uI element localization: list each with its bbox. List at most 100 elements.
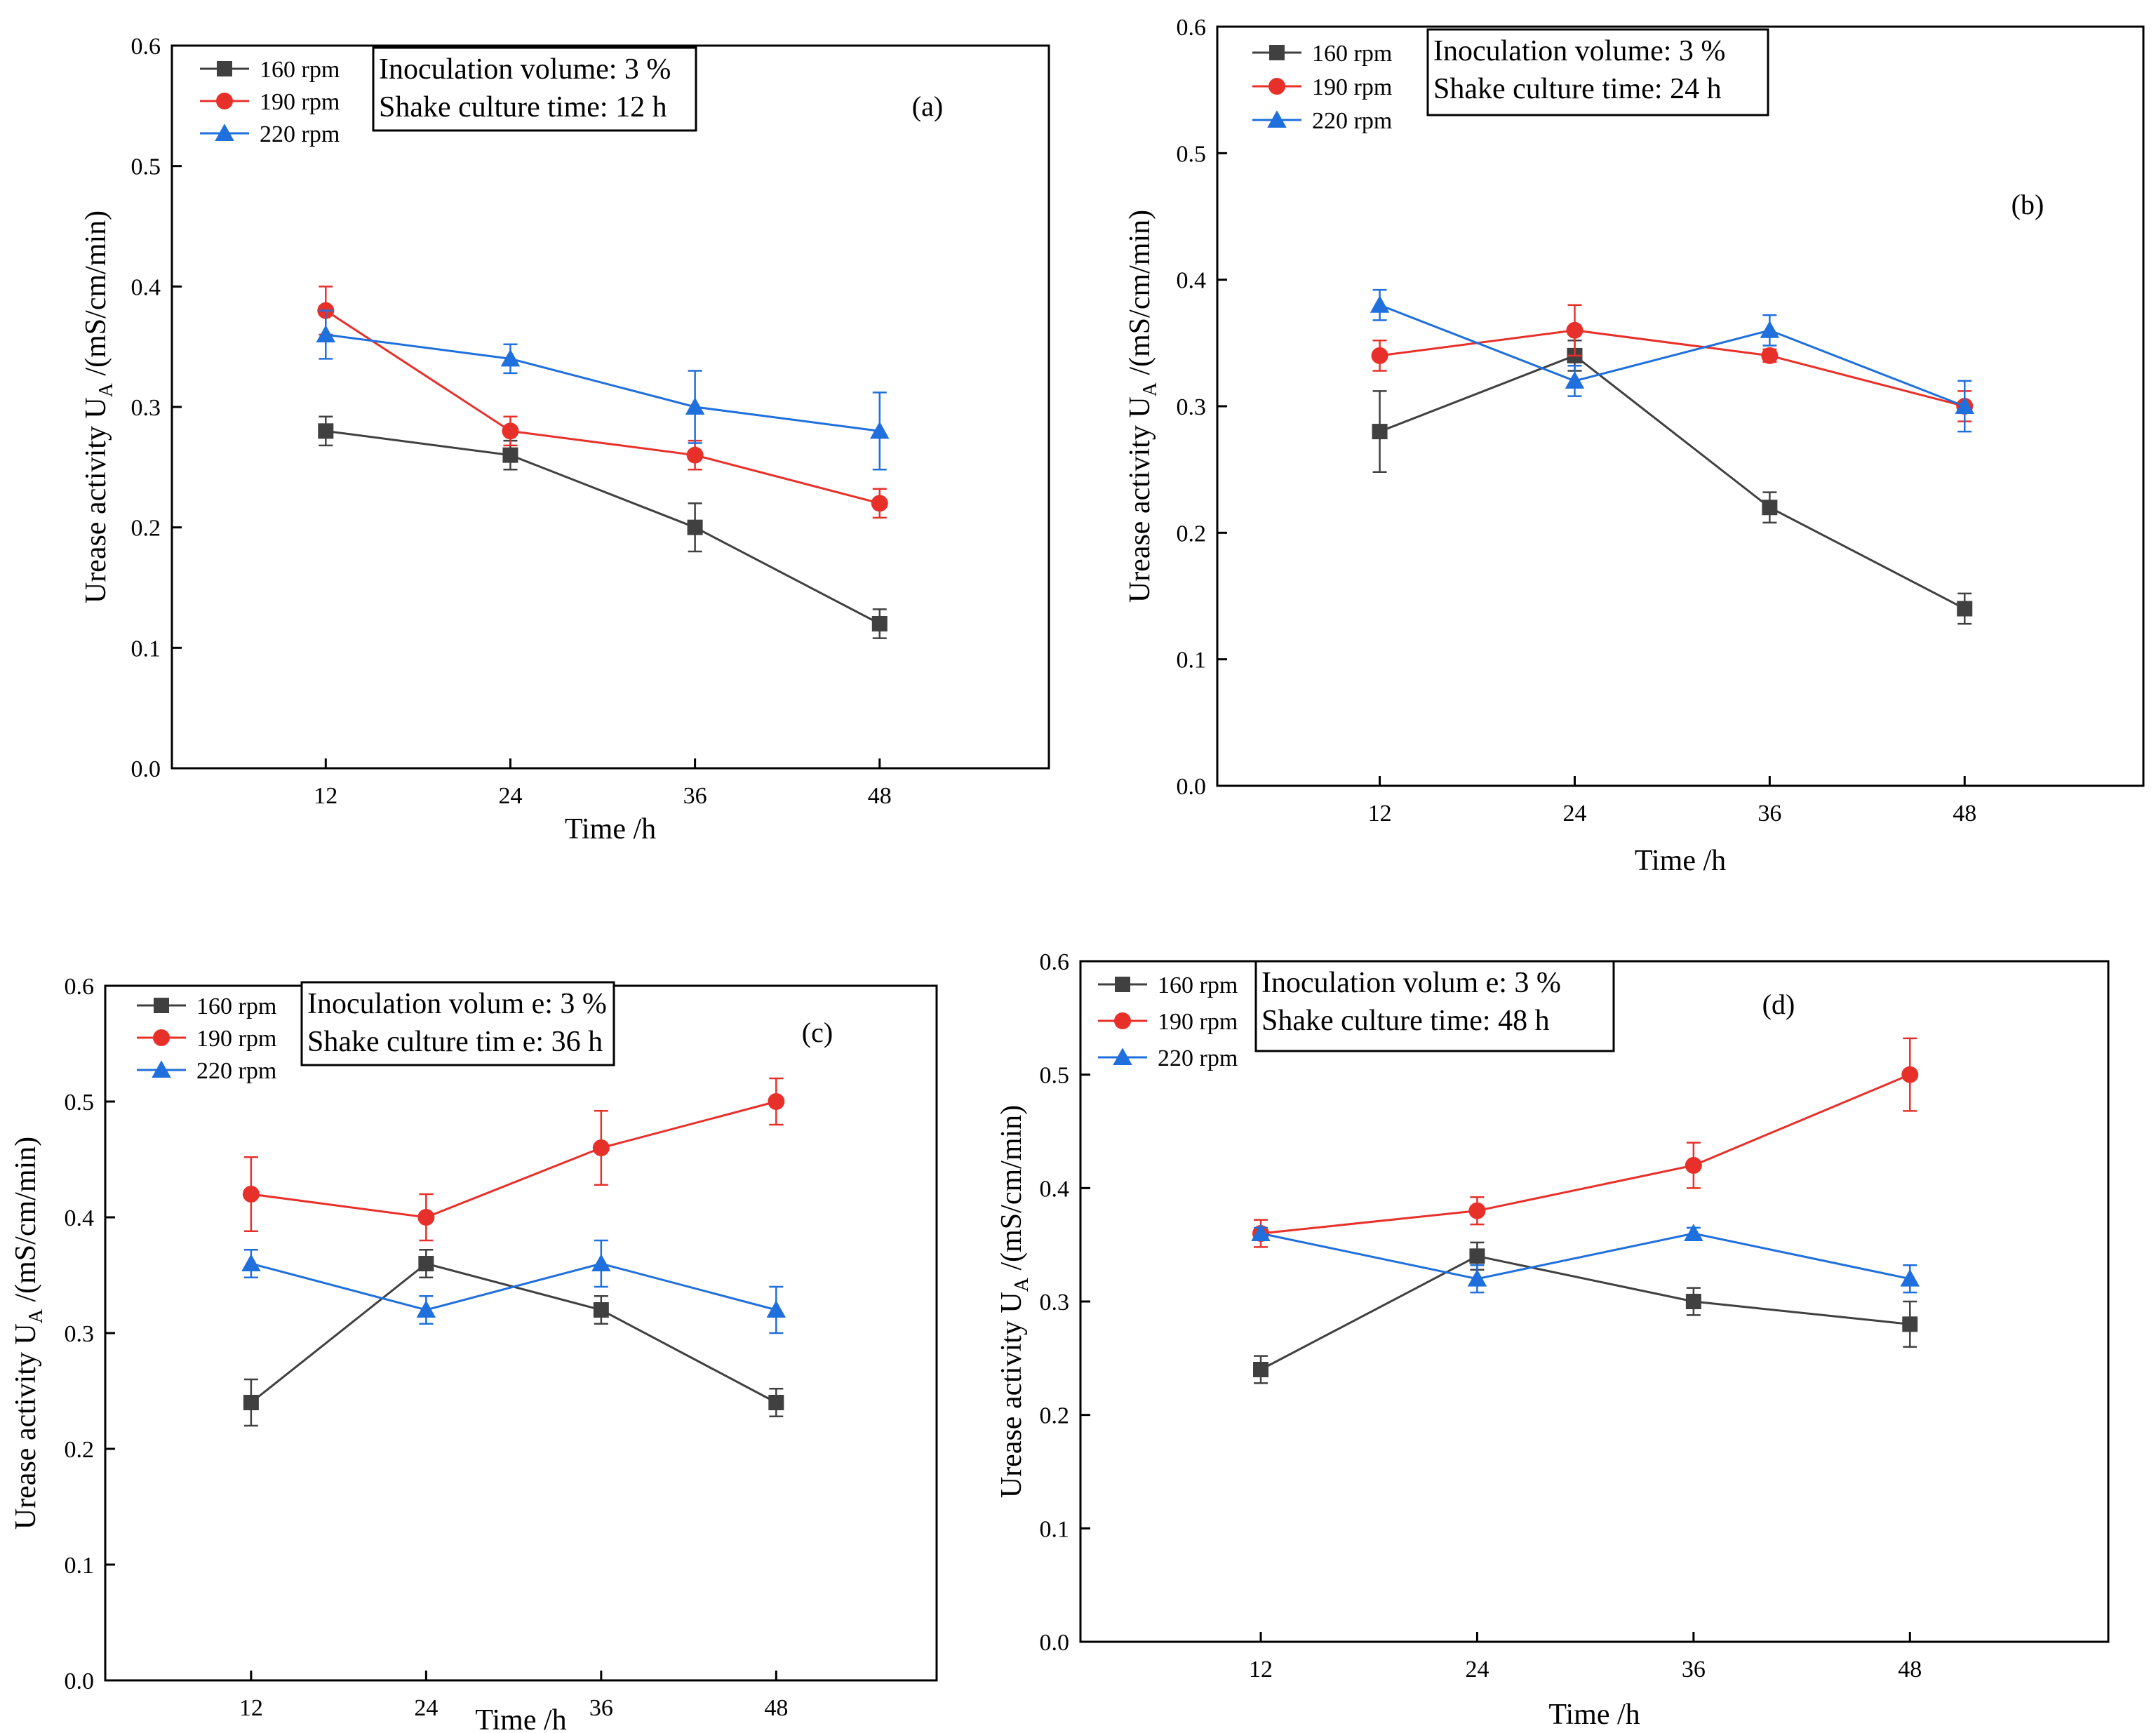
data-point-b-2: [1760, 321, 1780, 338]
y-tick-label-b: 0.6: [1177, 15, 1207, 41]
x-axis-title-a: Time /h: [565, 813, 656, 845]
y-tick-label-a: 0.2: [131, 516, 161, 542]
data-point-a-0: [318, 423, 334, 439]
y-axis-title-unit-d: /(mS/cm/min): [996, 1105, 1028, 1278]
info-box-c: [300, 981, 615, 1066]
panel-label-d: (d): [1762, 989, 1795, 1020]
data-point-c-1: [242, 1186, 260, 1203]
x-tick-label-d: 12: [1249, 1657, 1273, 1682]
y-axis-title-main-b: Urease activity U: [1124, 396, 1156, 603]
x-tick-label-b: 12: [1368, 801, 1392, 827]
chart-panel-c: 0.0 0.1 0.2 0.3 0.4 0.5 0.6 12 24 36 48 Time /h Urea…: [0, 866, 979, 1733]
data-point-d-0: [1253, 1362, 1269, 1377]
series-line-d-0: [1260, 1254, 1910, 1371]
data-point-d-1: [1901, 1066, 1919, 1083]
data-point-a-2: [316, 325, 336, 342]
data-point-b-1: [1566, 321, 1583, 339]
data-point-b-2: [1370, 295, 1390, 313]
chart-b-svg: 0.0 0.1 0.2 0.3 0.4 0.5 0.6 12 24 36 48 Time /h Urea…: [1124, 15, 2145, 877]
series-line-b-0: [1379, 354, 1965, 610]
data-point-c-2: [416, 1300, 436, 1318]
legend-marker-d-2: [1113, 1048, 1132, 1065]
series-line-d-1: [1260, 1073, 1910, 1235]
data-point-a-1: [871, 495, 888, 512]
y-tick-label-c: 0.2: [65, 1437, 95, 1463]
y-tick-label-d: 0.3: [1040, 1290, 1070, 1316]
chart-d-svg: 0.0 0.1 0.2 0.3 0.4 0.5 0.6 12 24 36 48 Time /h Urea…: [996, 949, 2110, 1731]
series-line-a-0: [326, 429, 881, 625]
series-line-c-2: [250, 1262, 777, 1311]
data-point-c-1: [592, 1139, 610, 1156]
x-tick-label-a: 24: [498, 783, 522, 809]
info-box-b: [1426, 28, 1769, 116]
y-axis-title-unit-c: /(mS/cm/min): [10, 1137, 42, 1309]
y-tick-label-d: 0.1: [1040, 1516, 1070, 1542]
y-axis-title-sub-a: A: [95, 382, 117, 397]
x-axis-title-c: Time /h: [475, 1704, 566, 1733]
legend-label-c-0: 160 rpm: [196, 993, 276, 1019]
legend-label-d-1: 190 rpm: [1158, 1009, 1238, 1035]
data-point-c-0: [243, 1395, 259, 1410]
legend-marker-a-1: [216, 93, 233, 109]
data-point-d-2: [1684, 1224, 1703, 1241]
series-b-1: [1371, 304, 1974, 422]
y-axis-title-sub-c: A: [25, 1309, 47, 1323]
x-tick-label-d: 48: [1898, 1657, 1922, 1682]
info-line-c-0: Inoculation volum e: 3 %: [307, 988, 607, 1020]
y-axis-title-c: Urease activity UA /(mS/cm/min): [10, 1137, 47, 1530]
y-tick-label-d: 0.4: [1040, 1176, 1070, 1202]
data-point-d-0: [1685, 1294, 1701, 1309]
data-point-c-2: [241, 1254, 261, 1271]
data-point-b-1: [1371, 347, 1388, 364]
series-line-d-2: [1260, 1232, 1910, 1280]
series-d-1: [1252, 1037, 1919, 1248]
series-c-2: [241, 1239, 786, 1334]
y-axis-title-main-d: Urease activity U: [996, 1292, 1028, 1498]
chart-panel-d: 0.0 0.1 0.2 0.3 0.4 0.5 0.6 12 24 36 48 Time /h Urea…: [979, 866, 2156, 1733]
series-line-c-1: [250, 1100, 777, 1219]
data-point-c-2: [766, 1300, 786, 1318]
data-point-c-0: [418, 1256, 434, 1271]
y-tick-label-a: 0.6: [131, 34, 161, 60]
x-tick-label-a: 48: [868, 783, 892, 809]
info-line-a-1: Shake culture time: 12 h: [379, 91, 667, 123]
y-axis-title-unit-b: /(mS/cm/min): [1124, 210, 1156, 382]
data-point-b-0: [1957, 601, 1973, 617]
y-tick-label-c: 0.4: [65, 1205, 95, 1231]
x-tick-label-a: 36: [683, 783, 707, 809]
y-tick-label-b: 0.4: [1177, 268, 1207, 294]
data-point-b-0: [1372, 424, 1388, 440]
data-point-a-0: [687, 519, 703, 535]
legend-label-c-2: 220 rpm: [196, 1058, 276, 1084]
y-tick-label-c: 0.3: [65, 1321, 95, 1347]
info-line-c-1: Shake culture tim e: 36 h: [307, 1026, 603, 1058]
chart-c-svg: 0.0 0.1 0.2 0.3 0.4 0.5 0.6 12 24 36 48 Time /h Urea…: [10, 974, 938, 1733]
y-axis-title-sub-d: A: [1011, 1277, 1033, 1292]
x-tick-label-c: 36: [589, 1695, 613, 1721]
x-axis-title-d: Time /h: [1548, 1699, 1640, 1731]
info-line-b-1: Shake culture time: 24 h: [1433, 73, 1722, 105]
x-tick-label-c: 24: [414, 1695, 438, 1721]
legend-label-c-1: 190 rpm: [196, 1026, 276, 1052]
chart-panel-b: 0.0 0.1 0.2 0.3 0.4 0.5 0.6 12 24 36 48 Time /h Urea…: [1080, 0, 2156, 877]
data-point-c-0: [768, 1395, 784, 1410]
data-point-a-2: [500, 349, 521, 367]
series-a-1: [317, 286, 888, 519]
legend-marker-c-0: [154, 998, 169, 1013]
x-tick-label-d: 24: [1465, 1657, 1489, 1682]
x-axis-title-b: Time /h: [1635, 845, 1726, 877]
data-point-d-2: [1900, 1269, 1920, 1287]
info-line-d-1: Shake culture time: 48 h: [1261, 1005, 1550, 1037]
data-point-d-2: [1251, 1224, 1271, 1241]
data-point-b-1: [1761, 347, 1779, 364]
legend-marker-b-1: [1268, 78, 1285, 95]
legend-label-b-0: 160 rpm: [1312, 41, 1392, 67]
y-axis-title-main-a: Urease activity U: [80, 397, 112, 603]
info-line-b-0: Inoculation volume: 3 %: [1433, 35, 1725, 67]
data-point-b-2: [1955, 396, 1975, 414]
legend-label-b-1: 190 rpm: [1312, 74, 1392, 100]
info-line-a-0: Inoculation volume: 3 %: [379, 53, 671, 86]
legend-marker-a-0: [217, 61, 232, 76]
y-axis-title-unit-a: /(mS/cm/min): [80, 210, 112, 383]
legend-label-d-2: 220 rpm: [1158, 1045, 1238, 1071]
